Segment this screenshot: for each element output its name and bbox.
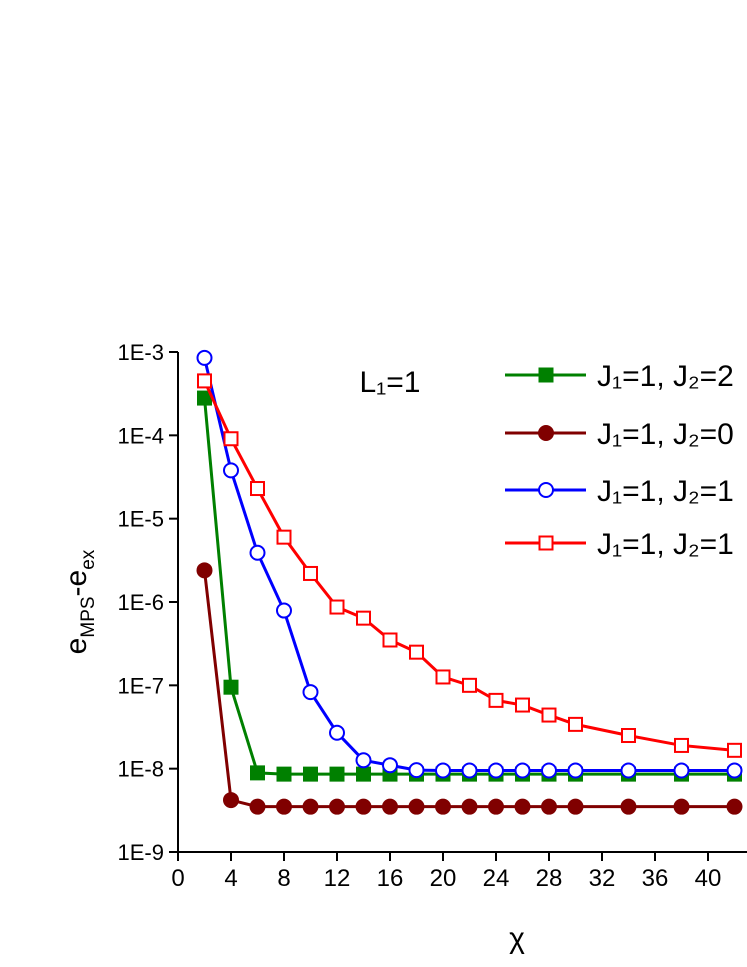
y-label-part: MPS [78,596,99,637]
data-point [515,697,530,713]
x-tick-label: 40 [695,865,722,892]
data-point [408,798,425,815]
data-point [620,798,637,815]
legend-label: J₁=1, J₂=1 [597,528,734,561]
data-point [541,762,557,779]
y-label-part: e [60,638,93,655]
legend-label: J₁=1, J₂=2 [597,360,734,393]
data-point [488,798,504,815]
data-point [329,599,345,615]
data-point [382,632,398,648]
y-tick-label: 1E-8 [118,757,164,782]
data-point [541,798,557,815]
x-tick-label: 20 [430,865,457,892]
data-point [673,762,690,779]
x-tick-label: 4 [224,865,237,892]
data-point [303,766,318,782]
data-point [673,798,690,815]
data-point [409,644,424,660]
data-point [620,762,637,779]
legend-marker [538,535,554,551]
data-point [435,762,451,779]
data-point [196,562,213,579]
data-point [726,762,743,779]
data-point [408,762,425,779]
x-tick-label: 28 [536,865,563,892]
data-point [514,798,531,815]
data-point [382,798,398,815]
data-point [356,610,371,626]
data-point [276,529,292,545]
data-point [276,602,292,619]
data-point [223,431,239,447]
data-point [329,798,345,815]
data-point [223,792,239,809]
data-point [197,373,212,389]
data-point [461,798,478,815]
data-point [567,798,584,815]
series-line [203,397,735,776]
data-point [461,762,478,779]
data-point [488,692,504,708]
data-point [568,716,583,732]
series-line [203,357,735,773]
x-tick-label: 36 [642,865,669,892]
legend-marker [538,367,554,383]
data-point [329,766,345,782]
legend-marker [538,482,554,498]
y-tick-label: 1E-4 [118,423,164,448]
data-point [196,349,213,366]
data-point [621,728,636,744]
data-point [435,798,451,815]
x-tick-label: 12 [324,865,351,892]
data-point [223,462,239,479]
data-point [514,762,531,779]
x-tick-label: 32 [589,865,616,892]
x-tick-label: 8 [277,865,290,892]
data-point [249,544,266,561]
data-point [462,677,477,693]
data-point [223,679,239,695]
data-point [250,481,265,497]
data-point [355,752,372,769]
data-point [250,765,265,781]
y-tick-label: 1E-5 [118,507,164,532]
legend-label: J₁=1, J₂=1 [597,475,734,508]
data-point [435,669,451,685]
data-point [303,565,318,581]
legend-label: J₁=1, J₂=0 [597,418,734,451]
data-point [276,766,292,782]
y-tick-label: 1E-6 [118,590,164,615]
y-tick-label: 1E-7 [118,673,164,698]
y-axis-label: eMPS-eex [60,549,99,654]
data-point [541,707,557,723]
data-point [567,762,584,779]
x-tick-label: 16 [377,865,404,892]
data-point [276,798,292,815]
data-point [488,762,504,779]
data-point [302,798,319,815]
legend-marker [538,425,554,441]
y-tick-label: 1E-9 [118,840,164,865]
series-line [203,380,735,752]
data-point [382,757,398,774]
data-point [249,798,266,815]
x-tick-label: 24 [483,865,510,892]
y-label-part: ex [78,549,99,570]
y-tick-label: 1E-3 [118,340,164,365]
data-point [726,798,743,815]
y-label-part: -e [60,570,93,597]
data-point [329,724,345,741]
data-point [727,742,742,758]
chart-title: L₁=1 [359,366,420,399]
data-point [355,798,372,815]
x-axis-label: χ [509,922,525,955]
data-point [674,737,689,753]
data-point [356,766,371,782]
x-tick-label: 0 [171,865,184,892]
data-point [302,684,319,701]
